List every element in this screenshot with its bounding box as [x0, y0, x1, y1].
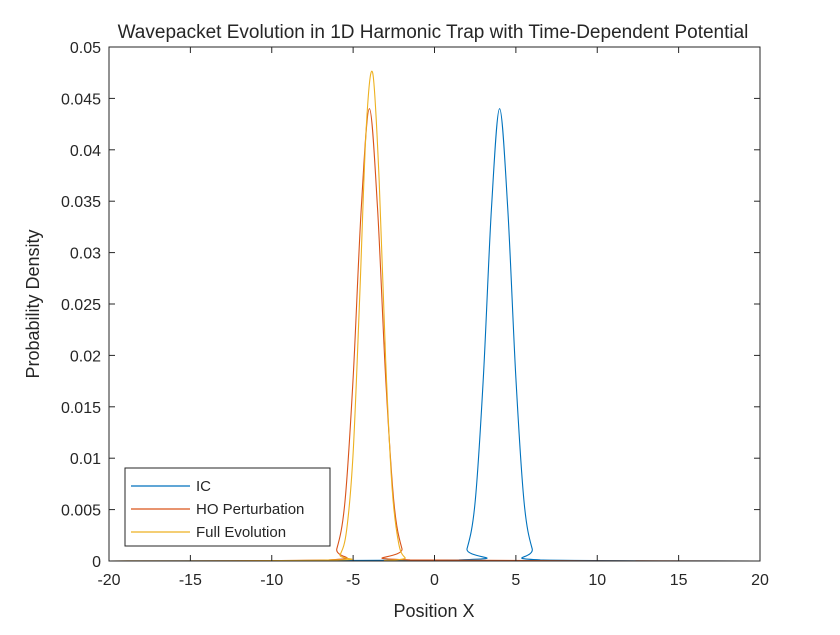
y-tick-label: 0.035 — [61, 194, 101, 211]
y-tick-label: 0 — [92, 554, 101, 571]
legend-label-3: Full Evolution — [196, 524, 286, 541]
y-tick-label: 0.05 — [70, 40, 101, 57]
legend-items: IC HO Perturbation Full Evolution — [131, 478, 304, 541]
y-tick-label: 0.015 — [61, 400, 101, 417]
x-tick-label: 10 — [588, 572, 606, 589]
y-tick-label: 0.04 — [70, 143, 101, 160]
x-tick-label: 15 — [670, 572, 688, 589]
y-tick-label: 0.03 — [70, 246, 101, 263]
y-tick-label: 0.01 — [70, 451, 101, 468]
series-layer — [108, 70, 761, 562]
x-tick-label: -10 — [260, 572, 283, 589]
series-line-3 — [108, 70, 760, 562]
x-tick-label: 20 — [751, 572, 769, 589]
x-tick-label: -15 — [179, 572, 202, 589]
y-tick-label: 0.02 — [70, 348, 101, 365]
legend-label-1: IC — [196, 478, 211, 495]
x-tick-label: -5 — [346, 572, 360, 589]
y-axis-label: Probability Density — [23, 229, 43, 378]
x-tick-label: -20 — [97, 572, 120, 589]
legend: IC HO Perturbation Full Evolution — [124, 467, 331, 547]
x-tick-label: 5 — [511, 572, 520, 589]
y-tick-label: 0.045 — [61, 91, 101, 108]
x-tick-label: 0 — [430, 572, 439, 589]
y-axis-ticks: 0 0.005 0.01 0.015 0.02 0.025 0.03 0.035 0.04 0.0… — [61, 40, 760, 571]
x-axis-label: Position X — [393, 601, 474, 621]
x-axis-ticks: -20 -15 -10 -5 0 5 10 15 20 — [97, 47, 769, 589]
legend-label-2: HO Perturbation — [196, 501, 304, 518]
chart-title: Wavepacket Evolution in 1D Harmonic Trap… — [118, 22, 749, 43]
series-line-1 — [108, 108, 761, 562]
y-tick-label: 0.005 — [61, 503, 101, 520]
y-tick-label: 0.025 — [61, 297, 101, 314]
series-line-2 — [108, 108, 761, 562]
legend-box — [124, 467, 331, 547]
